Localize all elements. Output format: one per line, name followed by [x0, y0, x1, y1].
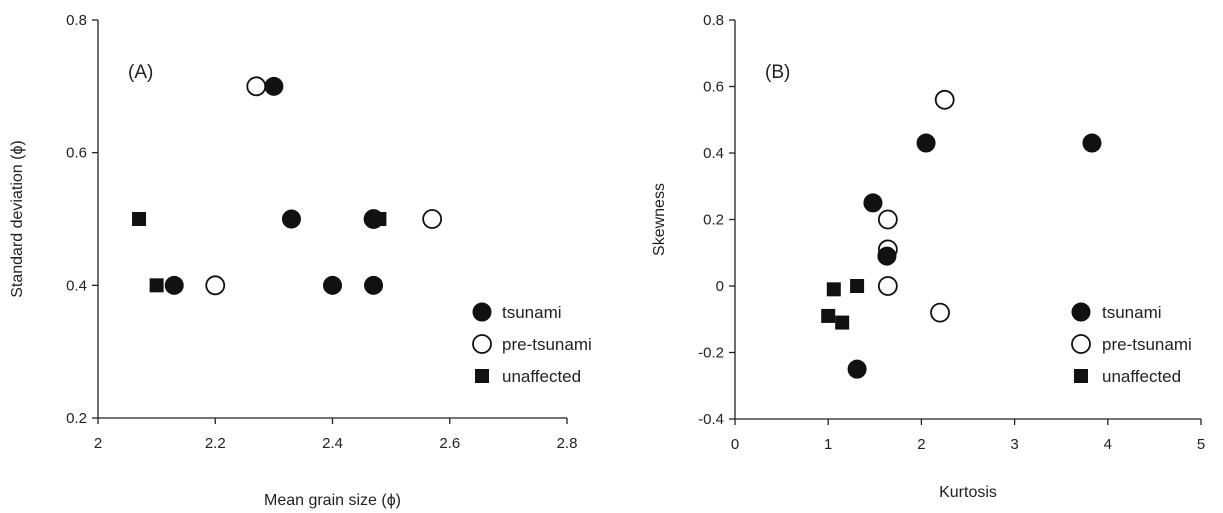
x-tick-label: 2.6 [439, 435, 460, 452]
data-point-unaffected [132, 212, 147, 226]
x-tick-label: 2.2 [205, 435, 226, 452]
legend-marker-pre-tsunami [472, 334, 492, 354]
data-point-tsunami [364, 209, 384, 229]
data-point-tsunami [1082, 133, 1102, 153]
legend-label-unaffected: unaffected [1102, 367, 1181, 386]
data-point-pre-tsunami [877, 276, 898, 296]
data-point-pre-tsunami [422, 209, 443, 229]
data-point-tsunami [847, 359, 867, 379]
data-point-tsunami [877, 246, 897, 266]
chart-panel-a: 0.2 0.4 0.6 0.8 2 2.2 2.4 2.6 2.8 Mean grain size… [9, 12, 592, 509]
legend-label-tsunami: tsunami [1102, 303, 1162, 322]
y-tick-label: 0.6 [703, 79, 724, 96]
data-point-unaffected [821, 308, 836, 323]
data-point-tsunami [863, 193, 883, 213]
x-tick-label: 0 [731, 436, 739, 453]
y-tick-label: 0.2 [66, 410, 87, 427]
legend: tsunami pre-tsunami unaffected [1071, 302, 1192, 386]
legend-marker-unaffected [475, 369, 489, 383]
x-axis-title: Mean grain size (ϕ) [264, 492, 401, 509]
data-point-tsunami [323, 275, 342, 295]
panel-label: (B) [765, 62, 790, 83]
data-point-pre-tsunami [246, 76, 267, 97]
y-tick-label: 0.2 [703, 212, 724, 229]
x-tick-label: 3 [1010, 436, 1018, 453]
y-tick-label: 0.8 [66, 12, 87, 29]
x-tick-label: 4 [1104, 436, 1112, 453]
panel-label: (A) [128, 62, 153, 83]
data-point-pre-tsunami [930, 302, 950, 323]
x-tick-label: 1 [824, 436, 832, 453]
x-tick-label: 2.8 [557, 435, 578, 452]
legend-label-unaffected: unaffected [502, 367, 581, 386]
x-tick-label: 5 [1197, 436, 1205, 453]
data-point-unaffected [826, 282, 841, 297]
y-axis-title: Skewness [651, 183, 668, 256]
data-point-unaffected [149, 278, 164, 293]
data-point-tsunami [364, 275, 384, 295]
data-point-tsunami [264, 76, 284, 96]
y-tick-label: 0.4 [66, 277, 87, 294]
x-tick-label: 2 [917, 436, 925, 453]
data-point-unaffected [835, 315, 850, 330]
x-tick-label: 2 [94, 435, 102, 452]
chart-panel-b: -0.4 -0.2 0 0.2 0.4 0.6 0.8 0 1 2 3 4 5 Kurtosis Skewn… [651, 12, 1205, 501]
data-point-unaffected [850, 279, 865, 293]
data-point-tsunami [916, 133, 936, 153]
data-point-pre-tsunami [877, 209, 898, 230]
y-tick-label: 0.6 [66, 145, 87, 162]
x-tick-label: 2.4 [322, 435, 343, 452]
legend-marker-pre-tsunami [1071, 334, 1091, 354]
y-tick-label: -0.4 [698, 411, 724, 428]
legend-marker-tsunami [472, 302, 492, 322]
y-tick-label: 0.8 [703, 12, 724, 29]
y-axis-title: Standard deviation (ϕ) [9, 140, 26, 298]
legend-label-pre-tsunami: pre-tsunami [502, 335, 592, 354]
data-point-tsunami [164, 275, 184, 295]
y-tick-label: 0 [716, 278, 724, 295]
y-tick-label: 0.4 [703, 145, 724, 162]
y-tick-label: -0.2 [698, 345, 724, 362]
x-axis-title: Kurtosis [939, 484, 997, 501]
legend-marker-tsunami [1071, 302, 1091, 322]
data-point-pre-tsunami [205, 275, 226, 296]
legend-label-tsunami: tsunami [502, 303, 562, 322]
data-point-tsunami [281, 209, 301, 229]
legend-label-pre-tsunami: pre-tsunami [1102, 335, 1192, 354]
legend-marker-unaffected [1074, 369, 1088, 383]
legend: tsunami pre-tsunami unaffected [472, 302, 592, 386]
data-point-pre-tsunami [934, 89, 955, 110]
